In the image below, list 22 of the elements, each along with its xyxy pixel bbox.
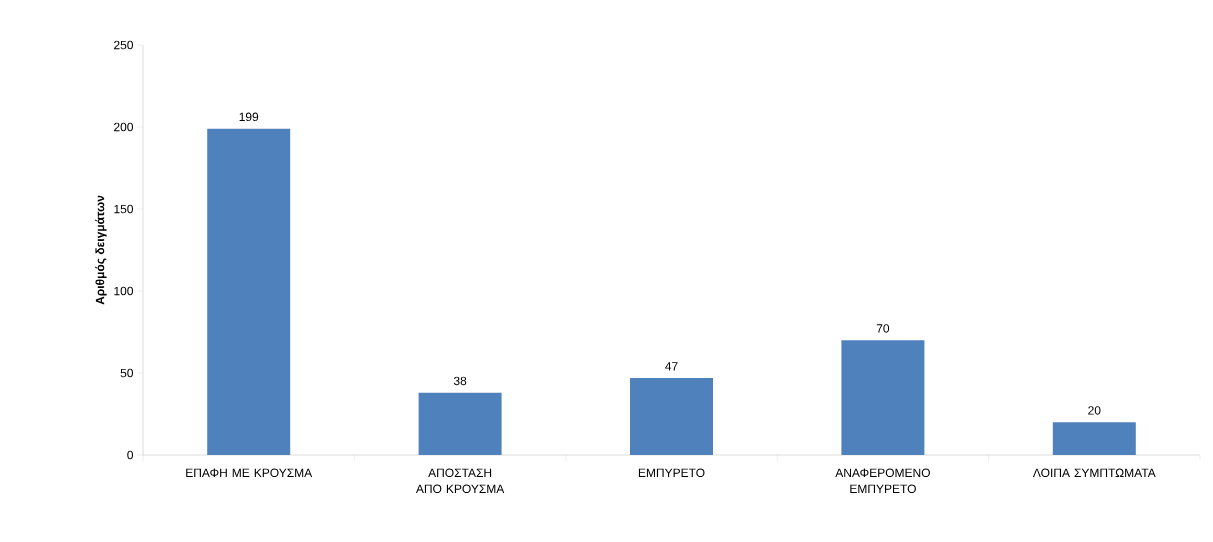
y-tick-label: 200 [114, 122, 134, 132]
x-tick-label: ΕΠΑΦΗ ΜΕ ΚΡΟΥΣΜΑ [186, 468, 313, 478]
data-label: 199 [239, 112, 259, 122]
data-label: 20 [1088, 406, 1101, 415]
y-axis-title: Αριθμός δειγμάτων [95, 195, 107, 305]
bar [418, 392, 502, 455]
y-tick-label: 250 [114, 40, 134, 50]
y-tick-label: 50 [120, 368, 134, 378]
data-label: 47 [665, 362, 678, 371]
data-label: 38 [453, 376, 467, 386]
bar [1052, 422, 1136, 455]
bar [207, 128, 291, 455]
bar [630, 377, 713, 455]
data-label: 70 [876, 324, 890, 333]
x-tick-label: ΑΝΑΦΕΡΟΜΕΝΟ ΕΜΠΥΡΕΤΟ [835, 468, 930, 494]
y-tick-label: 0 [127, 450, 134, 460]
x-tick-label: ΛΟΙΠΑ ΣΥΜΠΤΩΜΑΤΑ [1032, 468, 1156, 478]
bar [841, 340, 925, 455]
x-tick-label: ΕΜΠΥΡΕΤΟ [638, 468, 705, 478]
y-tick-label: 150 [114, 204, 134, 214]
x-tick-label: ΑΠΟΣΤΑΣΗ ΑΠΟ ΚΡΟΥΣΜΑ [415, 468, 505, 494]
y-tick-label: 100 [114, 286, 134, 296]
